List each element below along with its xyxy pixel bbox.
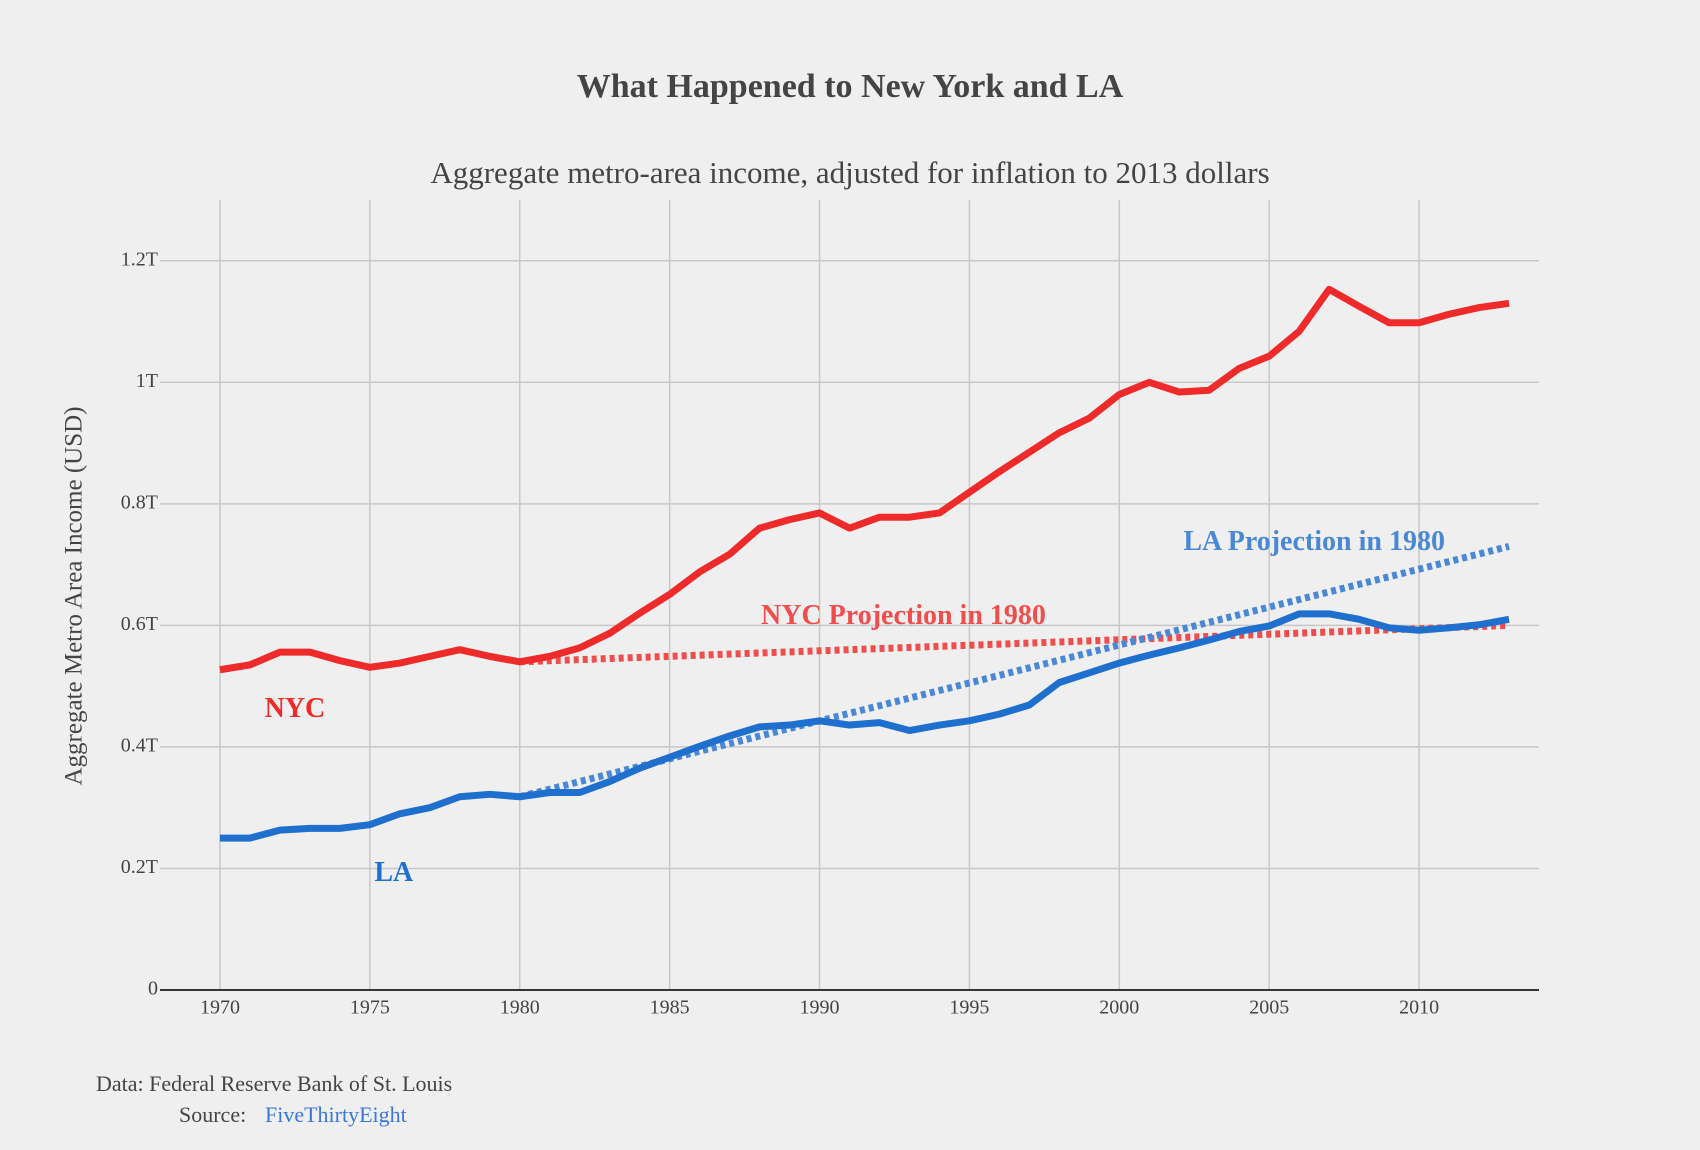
x-tick-label: 2010 — [1399, 997, 1439, 1019]
y-tick-label: 1T — [136, 370, 158, 392]
x-tick-label: 1985 — [650, 997, 690, 1019]
y-tick-label: 0.6T — [121, 613, 158, 635]
series-label: LA Projection in 1980 — [1183, 526, 1445, 557]
source-label: Source: — [179, 1102, 246, 1127]
y-tick-label: 0.4T — [121, 735, 158, 757]
series-label: NYC — [265, 693, 326, 724]
data-note: Data: Federal Reserve Bank of St. Louis — [96, 1071, 452, 1096]
projection-line — [519, 621, 1510, 666]
x-tick-label: 2005 — [1249, 997, 1289, 1019]
chart-subtitle: Aggregate metro-area income, adjusted fo… — [430, 155, 1269, 190]
series-line — [219, 610, 1510, 842]
series-line — [219, 285, 1510, 674]
x-tick-label: 1990 — [800, 997, 840, 1019]
y-tick-label: 0 — [148, 978, 158, 1000]
x-tick-label: 1980 — [500, 997, 540, 1019]
chart-title: What Happened to New York and LA — [577, 68, 1124, 105]
x-tick-label: 2000 — [1099, 997, 1139, 1019]
series-label: NYC Projection in 1980 — [761, 600, 1046, 631]
y-tick-label: 0.2T — [121, 856, 158, 878]
x-tick-label: 1995 — [949, 997, 989, 1019]
y-tick-label: 0.8T — [121, 491, 158, 513]
y-tick-label: 1.2T — [121, 248, 158, 270]
source-link[interactable]: FiveThirtyEight — [265, 1102, 407, 1127]
projection-line — [518, 542, 1510, 801]
x-tick-label: 1970 — [200, 997, 240, 1019]
y-axis-label: Aggregate Metro Area Income (USD) — [61, 406, 88, 785]
series-label: LA — [374, 857, 414, 888]
x-tick-label: 1975 — [350, 997, 390, 1019]
